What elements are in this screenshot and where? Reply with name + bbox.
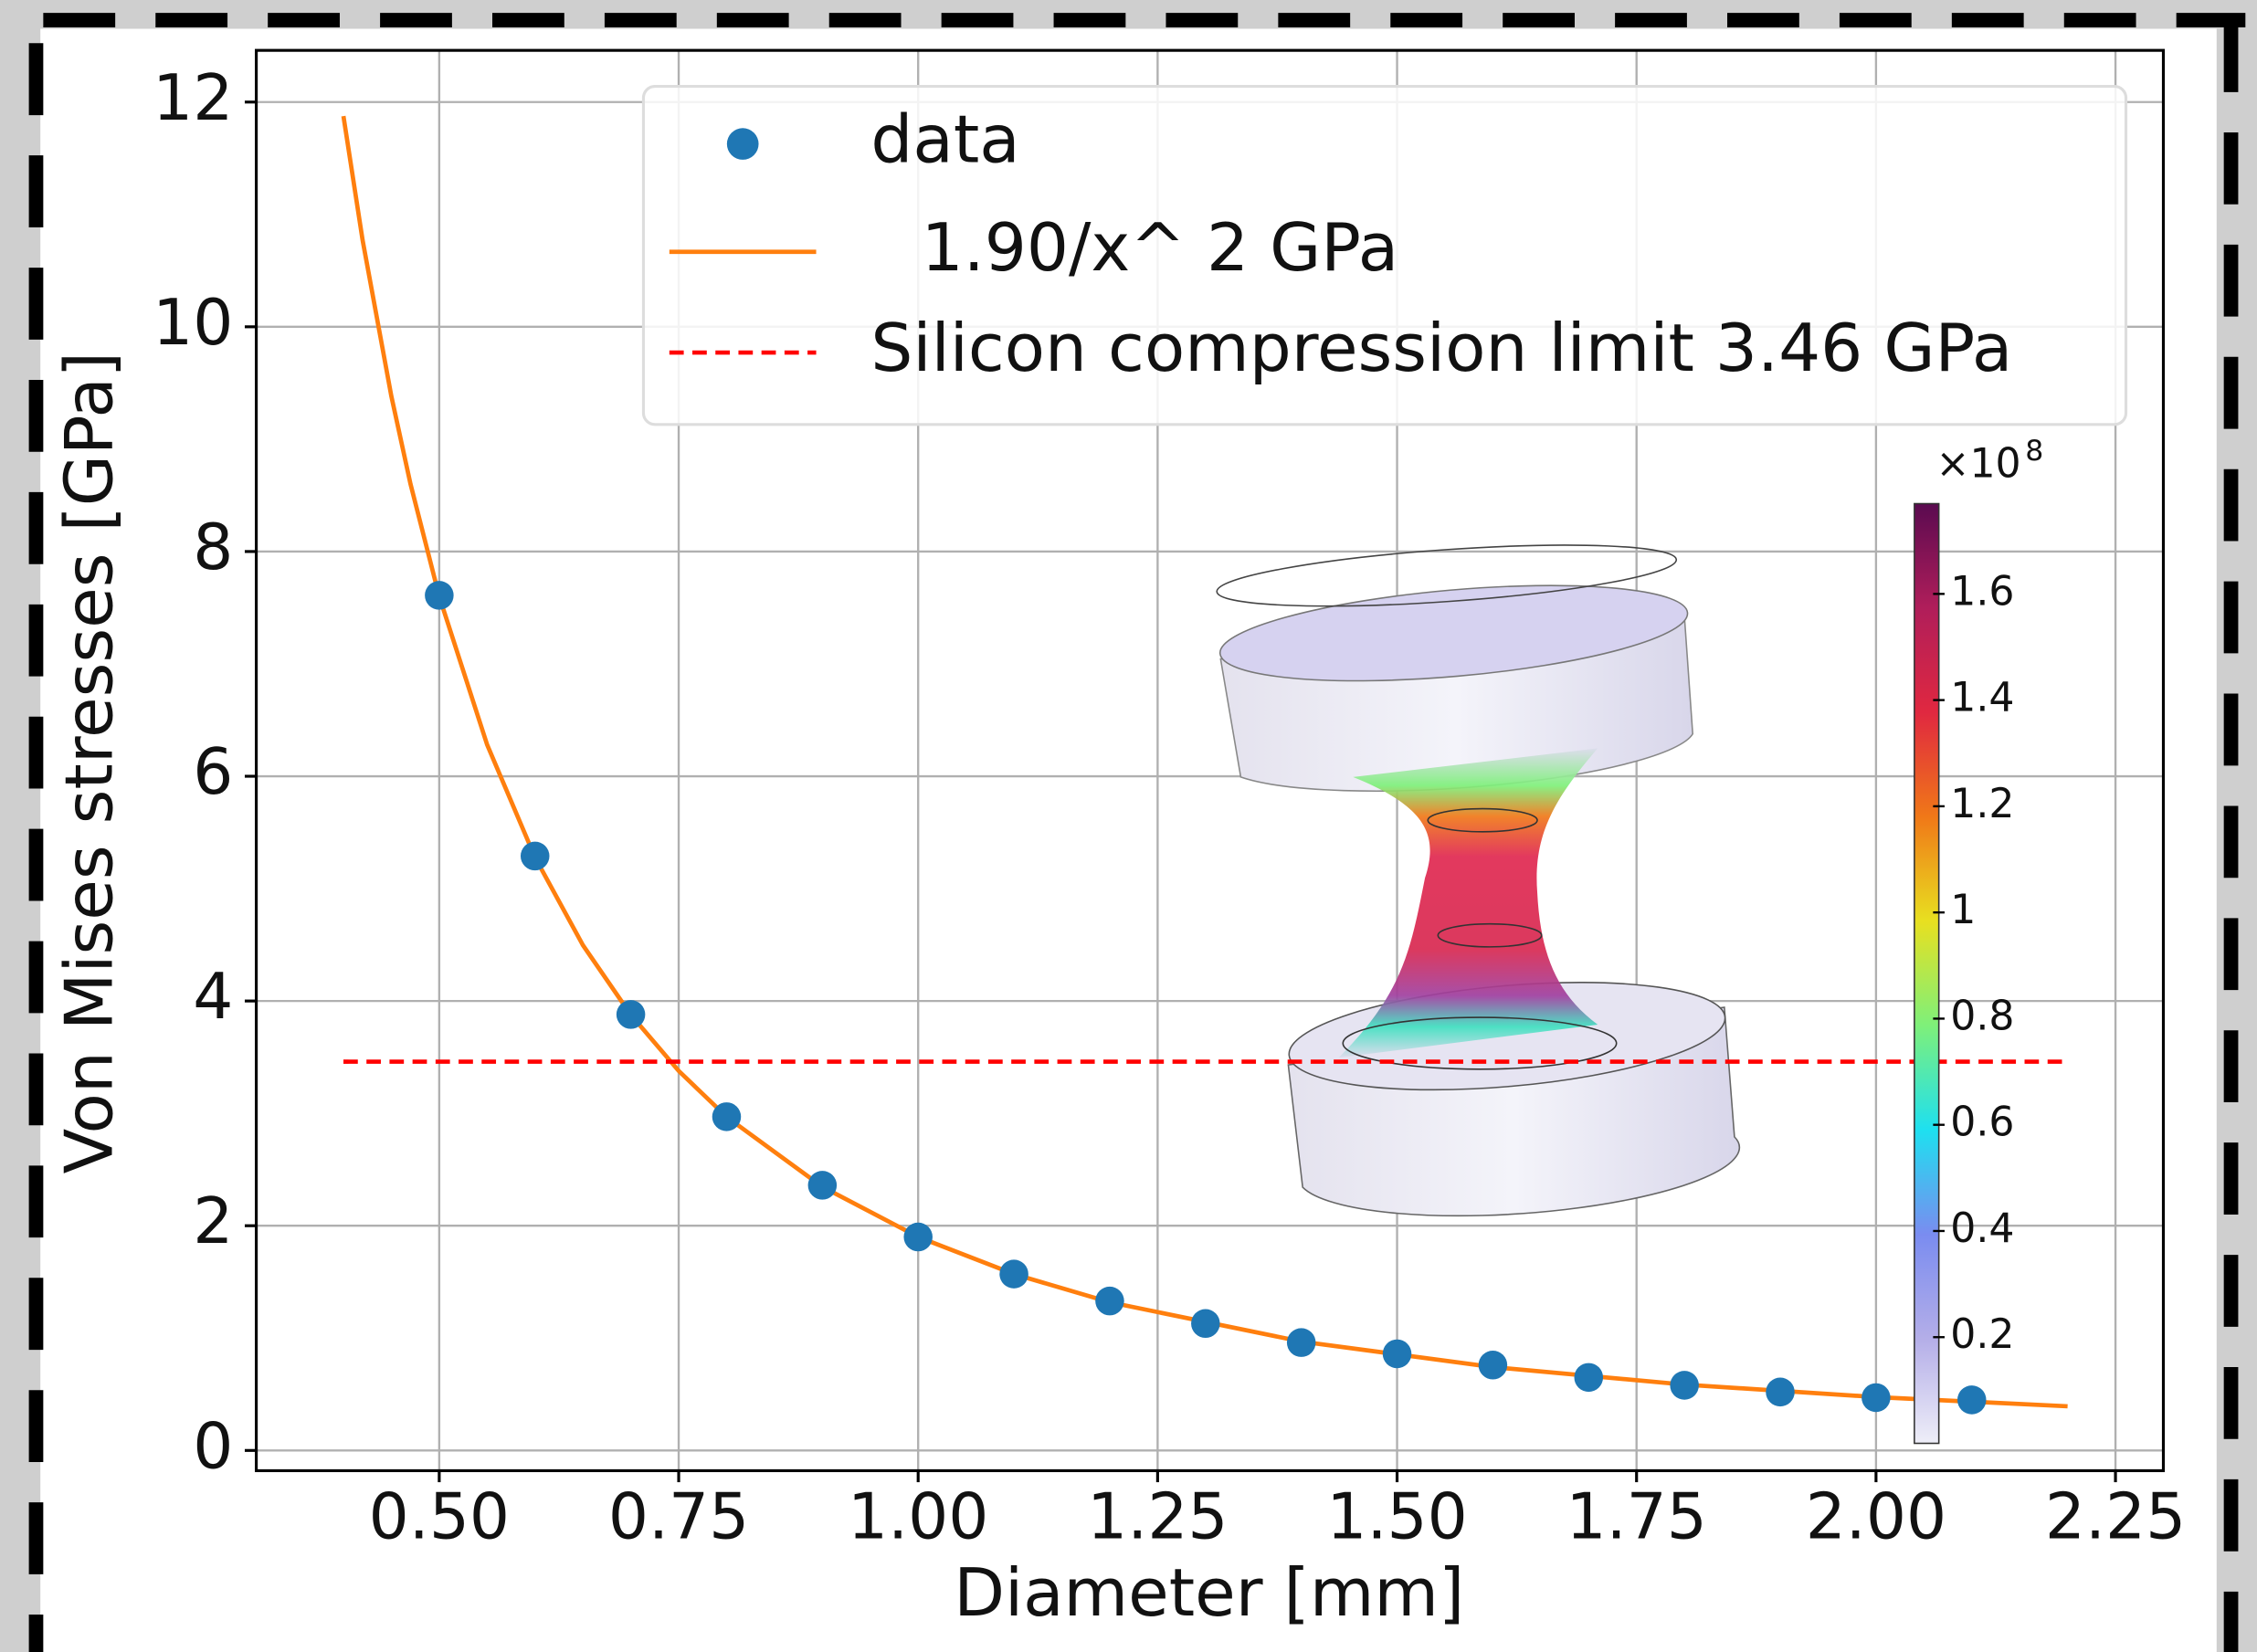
colorbar-tick-label: 0.8 [1950, 993, 2014, 1039]
chart: Diameter [mm] Von Mises stresses [GPa] ×… [0, 0, 2257, 1652]
data-point [1095, 1287, 1124, 1316]
data-point [712, 1102, 742, 1131]
x-tick-label: 1.25 [1087, 1481, 1228, 1554]
data-point [1383, 1340, 1412, 1369]
data-point [1287, 1328, 1316, 1357]
data-point [1575, 1363, 1604, 1393]
colorbar-tick-label: 0.4 [1950, 1205, 2014, 1252]
data-point [1957, 1385, 1987, 1415]
legend-label: data [870, 102, 1019, 179]
x-tick-label: 1.00 [848, 1481, 988, 1554]
data-point [1861, 1384, 1891, 1413]
data-point [1479, 1351, 1508, 1380]
colorbar-tick-label: 1.4 [1950, 675, 2014, 721]
y-tick-label: 2 [193, 1185, 233, 1258]
colorbar-tick-label: 0.2 [1950, 1311, 2014, 1358]
data-point [425, 581, 454, 610]
colorbar-tick-label: 1.2 [1950, 781, 2014, 827]
legend-label: Silicon compression limit 3.46 GPa [870, 310, 2012, 387]
data-point [617, 1000, 646, 1029]
y-tick-label: 0 [193, 1410, 233, 1483]
y-tick-label: 4 [193, 961, 233, 1034]
colorbar [1914, 504, 1939, 1444]
y-axis-label: Von Mises stresses [GPa] [52, 352, 129, 1173]
x-axis-label: Diameter [mm] [954, 1555, 1464, 1632]
x-tick-label: 0.75 [608, 1481, 749, 1554]
data-point [999, 1259, 1028, 1289]
colorbar-tick-label: 1 [1950, 887, 1976, 933]
x-tick-label: 1.75 [1566, 1481, 1707, 1554]
page: Diameter [mm] Von Mises stresses [GPa] ×… [0, 0, 2257, 1652]
x-tick-label: 0.50 [369, 1481, 510, 1554]
x-tick-label: 1.50 [1326, 1481, 1467, 1554]
data-point [808, 1171, 838, 1200]
colorbar-exponent: 8 [2025, 435, 2043, 468]
data-point [1766, 1378, 1795, 1407]
x-tick-label: 2.25 [2045, 1481, 2186, 1554]
colorbar-multiplier: ×10 [1936, 441, 2021, 488]
y-tick-label: 12 [153, 62, 233, 135]
data-point [903, 1223, 933, 1252]
data-point [1191, 1310, 1220, 1339]
y-tick-label: 6 [193, 736, 233, 809]
data-point [1670, 1371, 1699, 1400]
data-point [521, 842, 550, 871]
y-tick-label: 10 [153, 287, 233, 360]
colorbar-tick-label: 1.6 [1950, 568, 2014, 615]
colorbar-tick-label: 0.6 [1950, 1100, 2014, 1146]
y-tick-label: 8 [193, 511, 233, 584]
legend-marker [727, 128, 759, 160]
x-tick-label: 2.00 [1806, 1481, 1946, 1554]
legend-label: 1.90/x^ 2 GPa [922, 210, 1399, 287]
